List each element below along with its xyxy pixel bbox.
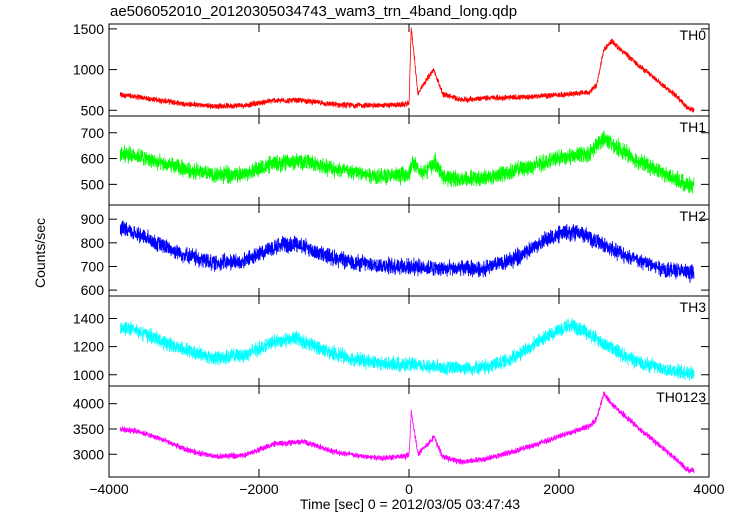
panel-label-th2: TH2 <box>680 208 707 224</box>
x-axis-label: Time [sec] 0 = 2012/03/05 03:47:43 <box>299 496 521 512</box>
y-tick-label-th2: 700 <box>81 258 105 274</box>
panel-label-th3: TH3 <box>680 299 707 315</box>
y-tick-label-th1: 700 <box>81 125 105 141</box>
chart-title: ae506052010_20120305034743_wam3_trn_4ban… <box>110 3 518 20</box>
y-tick-label-th0123: 4000 <box>73 396 104 412</box>
y-tick-label-th3: 1400 <box>73 311 104 327</box>
y-tick-label-th0: 1000 <box>73 62 104 78</box>
series-line-th3 <box>119 318 695 381</box>
panel-label-th0: TH0 <box>680 27 707 43</box>
x-tick-label: 2000 <box>543 481 574 497</box>
y-tick-label-th1: 500 <box>81 176 105 192</box>
panel-label-th0123: TH0123 <box>656 389 706 405</box>
y-tick-label-th0123: 3500 <box>73 421 104 437</box>
y-tick-label-th0: 1500 <box>73 21 104 37</box>
panel-label-th1: TH1 <box>680 119 707 135</box>
x-tick-label: −2000 <box>239 481 279 497</box>
panel-frame-th3 <box>108 295 710 387</box>
y-tick-label-th3: 1200 <box>73 339 104 355</box>
y-tick-label-th0123: 3000 <box>73 446 104 462</box>
x-tick-label: 0 <box>405 481 413 497</box>
y-tick-label-th3: 1000 <box>73 367 104 383</box>
x-tick-label: 4000 <box>693 481 724 497</box>
y-tick-label-th2: 600 <box>81 282 105 298</box>
series-line-th0123 <box>119 390 695 474</box>
series-line-th0 <box>119 27 695 113</box>
series-line-th2 <box>119 220 695 283</box>
y-tick-label-th2: 800 <box>81 235 105 251</box>
y-axis-label: Counts/sec <box>32 217 48 289</box>
panel-frame-th0123 <box>108 385 710 478</box>
y-tick-label-th0: 500 <box>81 102 105 118</box>
panel-frame-th1 <box>108 115 710 206</box>
series-line-th1 <box>119 130 695 194</box>
y-tick-label-th1: 600 <box>81 151 105 167</box>
x-tick-label: −4000 <box>89 481 129 497</box>
y-tick-label-th2: 900 <box>81 211 105 227</box>
